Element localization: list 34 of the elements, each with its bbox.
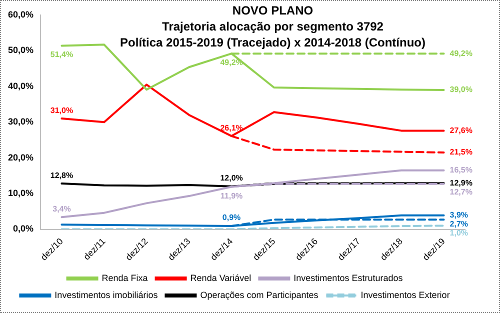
legend-label: Investimentos Estruturados [294,272,404,283]
data-label: 12,0% [220,174,243,183]
y-tick-label: 30,0% [8,116,34,127]
data-label: 3,9% [450,210,468,220]
chart-title: NOVO PLANO [232,3,314,18]
y-tick-label: 60,0% [8,9,34,20]
y-tick-label: 40,0% [8,80,34,91]
legend-label: Renda Variável [190,272,252,283]
data-label: 12,8% [50,170,74,180]
data-label: 11,9% [220,191,243,200]
data-label: 49,2% [450,48,472,58]
legend-label: Investimentos imobiliários [54,290,158,300]
legend-label: Renda Fixa [102,272,148,283]
data-label: 12,9% [450,178,472,188]
data-label: 21,5% [450,148,472,157]
y-tick-label: 50,0% [8,45,34,56]
y-tick-label: 10,0% [8,188,34,198]
data-label: 1,0% [450,228,468,238]
legend-label: Investimentos Exterior [360,290,450,300]
data-label: 16,5% [450,166,472,175]
data-label: 49,2% [220,58,243,67]
data-label: 39,0% [450,85,472,94]
text: Trajetoria alocação por segmento 3792 Política 2015-2019 (Tracejado) x 2014-2018 (Contínuo) [120,19,426,50]
data-label: 27,6% [450,126,472,135]
data-label: 26,1% [220,123,243,132]
legend-label: Operações com Participantes [200,290,319,300]
y-tick-label: 0,0% [13,224,34,234]
data-label: 2,7% [450,220,468,229]
data-label: 12,7% [450,187,472,196]
data-label: 31,0% [50,106,74,115]
data-label: 3,4% [52,204,71,214]
data-label: 51,4% [50,50,74,59]
data-label: 0,9% [222,213,241,222]
y-tick-label: 20,0% [8,152,34,162]
